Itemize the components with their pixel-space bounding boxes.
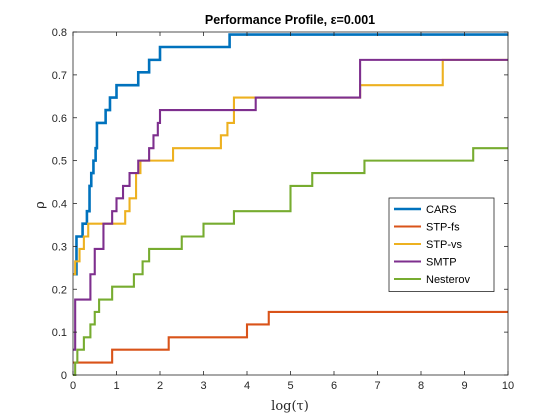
y-tick-label: 0.8 [52, 27, 67, 39]
axes-layer: 0 1 2 3 4 5 6 7 8 9 10 0 0.1 0.2 0.3 0.4 0.5 0.6 0.7 0.8 [52, 27, 514, 392]
x-tick-label: 0 [70, 380, 76, 392]
x-axis-label: log(τ) [271, 399, 309, 414]
series-layer [73, 33, 508, 377]
x-tick-label: 4 [244, 380, 250, 392]
x-tick-label: 2 [157, 380, 163, 392]
x-tick-label: 9 [461, 380, 467, 392]
chart-title: Performance Profile, ε=0.001 [205, 13, 375, 27]
y-axis-label: ρ [33, 201, 48, 209]
x-tick-label: 5 [287, 380, 293, 392]
x-tick-label: 3 [200, 380, 206, 392]
y-tick-label: 0.2 [52, 284, 67, 296]
legend-label-cars: CARS [426, 204, 457, 216]
series-line-cars [73, 33, 508, 276]
y-tick-label: 0.5 [52, 156, 67, 168]
series-line-stp-fs [73, 310, 508, 364]
x-tick-label: 10 [502, 380, 514, 392]
y-tick-label: 0.7 [52, 70, 67, 82]
x-tick-label: 8 [418, 380, 424, 392]
y-tick-label: 0.6 [52, 113, 67, 125]
legend-label-smtp: SMTP [426, 257, 457, 269]
x-tick-label: 7 [374, 380, 380, 392]
series-line-nesterov [73, 147, 508, 377]
y-tick-label: 0 [61, 370, 67, 382]
legend-label-stp-fs: STP-fs [426, 222, 460, 234]
legend-label-nesterov: Nesterov [426, 274, 471, 286]
x-tick-label: 1 [113, 380, 119, 392]
y-tick-label: 0.3 [52, 241, 67, 253]
y-tick-label: 0.4 [52, 199, 67, 211]
x-tick-label: 6 [331, 380, 337, 392]
legend-label-stp-vs: STP-vs [426, 239, 463, 251]
series-line-smtp [73, 58, 508, 351]
legend: CARS STP-fs STP-vs SMTP Nesterov [388, 197, 495, 292]
series-line-stp-vs [73, 58, 508, 276]
y-tick-label: 0.1 [52, 327, 67, 339]
